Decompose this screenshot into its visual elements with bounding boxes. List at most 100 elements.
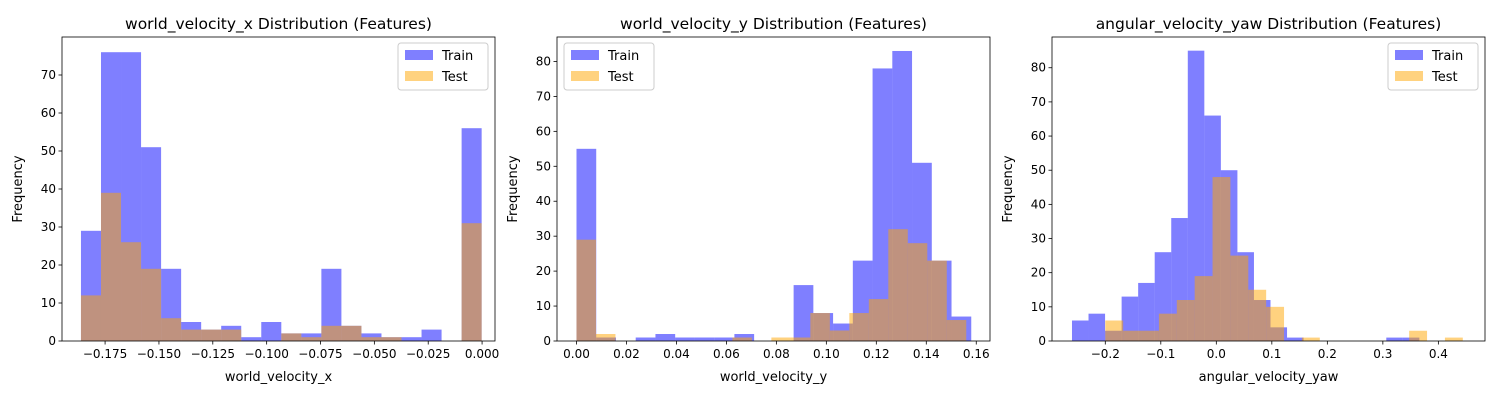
x-tick-label: −0.075 — [298, 347, 342, 361]
x-axis-label: world_velocity_x — [225, 370, 333, 385]
y-axis-label: Frequency — [506, 155, 521, 222]
series-test — [1105, 177, 1463, 341]
y-tick-label: 50 — [41, 144, 56, 158]
histogram-bar — [1141, 330, 1159, 341]
histogram-bar — [1138, 282, 1155, 341]
x-tick-label: −0.050 — [352, 347, 396, 361]
chart-panel-2: 0.00 0.02 0.04 0.06 0.08 0.10 0.12 0.14 0.16 0 10 2… — [506, 15, 991, 385]
legend-label-train: Train — [441, 49, 473, 64]
y-tick-label: 10 — [41, 296, 56, 310]
x-axis-label: angular_velocity_yaw — [1199, 370, 1339, 385]
histogram-bar — [80, 295, 101, 341]
histogram-bar — [810, 313, 830, 341]
y-tick-label: 60 — [536, 124, 551, 138]
x-tick-label: 0.3 — [1373, 347, 1392, 361]
histogram-bar — [927, 260, 947, 341]
histogram-bar — [121, 242, 142, 341]
legend-swatch-train — [1395, 50, 1423, 60]
histogram-bar — [907, 243, 928, 341]
y-tick-label: 40 — [536, 194, 551, 208]
y-tick-label: 70 — [41, 68, 56, 82]
x-tick-label: −0.175 — [83, 347, 127, 361]
histogram-bar — [694, 337, 715, 341]
x-tick-label: 0.14 — [913, 347, 940, 361]
histogram-bar — [361, 337, 382, 341]
histogram-bar — [868, 299, 889, 341]
axes-frame — [1051, 36, 1486, 342]
histogram-bar — [381, 337, 402, 341]
y-tick-label: 0 — [48, 334, 56, 348]
y-tick-label: 60 — [41, 106, 56, 120]
histogram-bar — [221, 329, 242, 341]
histogram-bar — [1409, 330, 1428, 341]
histogram-bar — [301, 337, 322, 341]
chart-title: angular_velocity_yaw Distribution (Featu… — [1096, 15, 1442, 34]
histogram-bar — [1194, 276, 1213, 341]
x-tick-label: −0.2 — [1091, 347, 1120, 361]
histogram-bar — [321, 325, 342, 341]
histogram-bar — [790, 337, 811, 341]
legend-label-test: Test — [441, 70, 468, 85]
x-tick-label: −0.100 — [244, 347, 288, 361]
legend-swatch-test — [405, 71, 433, 81]
histogram-bar — [595, 334, 616, 341]
x-tick-label: 0.10 — [813, 347, 840, 361]
histogram-bar — [1071, 320, 1089, 341]
y-axis-label: Frequency — [11, 155, 26, 222]
y-tick-label: 70 — [1031, 95, 1046, 109]
x-tick-label: −0.150 — [137, 347, 181, 361]
histogram-bar — [201, 329, 222, 341]
histogram-bar — [1105, 320, 1124, 341]
histogram-bar — [161, 318, 182, 341]
histogram-bar — [141, 268, 162, 341]
histogram-bar — [100, 192, 122, 341]
histogram-bar — [1386, 337, 1403, 341]
x-tick-label: −0.1 — [1146, 347, 1175, 361]
x-tick-label: 0.06 — [713, 347, 740, 361]
series-test — [80, 192, 482, 341]
x-tick-label: 0.02 — [613, 347, 640, 361]
y-tick-label: 60 — [1031, 129, 1046, 143]
y-tick-label: 10 — [1031, 300, 1046, 314]
histogram-bar — [793, 285, 814, 341]
y-tick-label: 30 — [536, 229, 551, 243]
histogram-bar — [461, 223, 482, 341]
y-tick-label: 20 — [1031, 266, 1046, 280]
x-tick-label: 0.2 — [1318, 347, 1337, 361]
legend: Train Test — [397, 42, 489, 91]
y-tick-label: 30 — [41, 220, 56, 234]
histogram-bar — [675, 337, 695, 341]
histogram-bar — [1187, 50, 1205, 341]
histogram-bar — [1230, 255, 1249, 341]
histogram-bar — [888, 229, 908, 341]
x-axis-label: world_velocity_y — [720, 370, 828, 385]
histogram-bar — [946, 320, 967, 341]
histogram-bar — [1158, 313, 1177, 341]
chart-panel-1: −0.175 −0.150 −0.125 −0.100 −0.075 −0.050 −0.0… — [11, 15, 499, 385]
x-tick-label: 0.16 — [963, 347, 990, 361]
histogram-bar — [261, 322, 282, 341]
histogram-bar — [321, 268, 342, 341]
histogram-bar — [421, 329, 442, 341]
legend: Train Test — [563, 42, 655, 91]
y-tick-label: 0 — [543, 334, 551, 348]
histogram-bar — [401, 337, 422, 341]
chart-panel-3: −0.2 −0.1 0.0 0.1 0.2 0.3 0.4 0 10 20 30 40 50 60 70 80… — [1001, 15, 1486, 385]
x-tick-label: 0.4 — [1429, 347, 1448, 361]
y-tick-label: 20 — [536, 264, 551, 278]
histogram-bar — [1123, 330, 1142, 341]
y-axis-label: Frequency — [1001, 155, 1016, 222]
histogram-bar — [1212, 177, 1231, 341]
histogram-bar — [341, 325, 362, 341]
legend-swatch-train — [571, 50, 599, 60]
legend-swatch-test — [1395, 71, 1423, 81]
x-tick-label: −0.025 — [406, 347, 450, 361]
x-tick-label: 0.00 — [563, 347, 590, 361]
x-tick-label: 0.1 — [1262, 347, 1281, 361]
legend-label-test: Test — [1431, 70, 1458, 85]
histogram-bar — [281, 333, 302, 341]
legend-label-test: Test — [607, 70, 634, 85]
y-tick-label: 70 — [536, 89, 551, 103]
axes-frame — [556, 36, 991, 342]
legend: Train Test — [1387, 42, 1479, 91]
